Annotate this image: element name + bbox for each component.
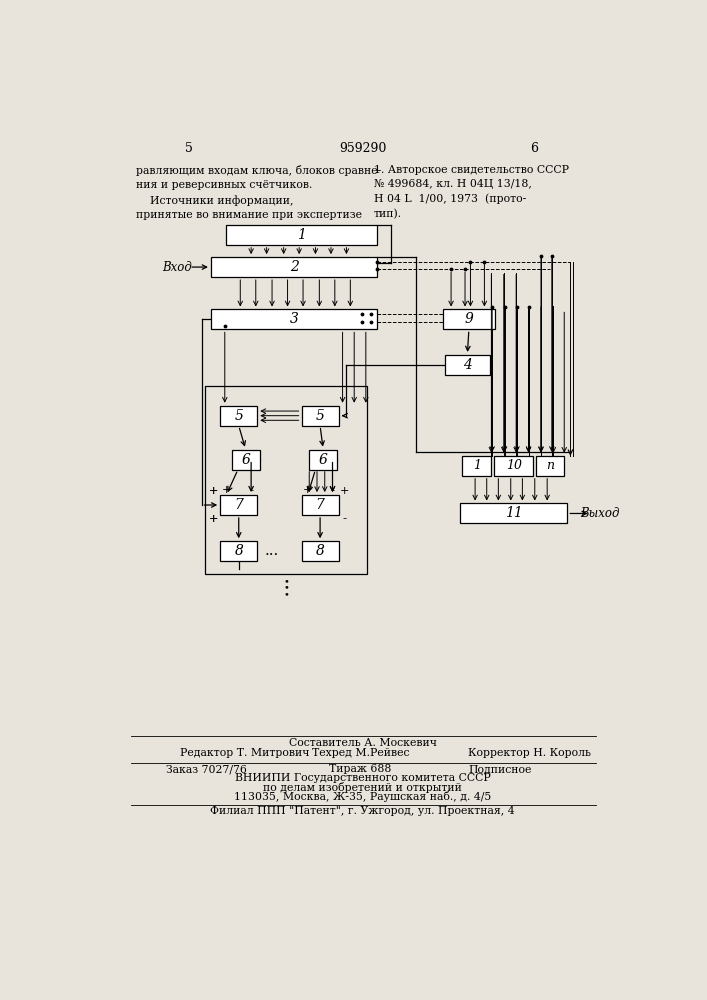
Text: ...: ... [265,544,279,558]
Text: по делам изобретений и открытий: по делам изобретений и открытий [263,782,462,793]
Bar [443,309,495,329]
Text: 959290: 959290 [339,142,387,155]
Text: +: + [209,514,218,524]
Text: Вход: Вход [163,261,192,274]
Text: 6: 6 [241,453,250,467]
Text: 5: 5 [315,409,325,423]
Text: 8: 8 [315,544,325,558]
Text: 7: 7 [315,498,325,512]
Bar [220,495,257,515]
Text: Техред М.Рейвес: Техред М.Рейвес [312,748,409,758]
Text: 5: 5 [234,409,243,423]
Text: 8: 8 [234,544,243,558]
Text: 7: 7 [234,498,243,512]
Text: Подписное: Подписное [468,764,532,774]
Text: •: • [283,590,289,599]
Text: +: + [209,514,218,524]
Text: Корректор Н. Король: Корректор Н. Король [468,748,591,758]
Bar [301,541,339,561]
Bar [494,456,533,476]
Text: 4: 4 [463,358,472,372]
Bar [204,386,368,574]
Text: Редактор Т. Митрович: Редактор Т. Митрович [180,748,310,758]
Text: равляющим входам ключа, блоков сравне-
ния и реверсивных счётчиков.
    Источник: равляющим входам ключа, блоков сравне- н… [136,165,382,220]
Text: •: • [283,584,289,593]
Text: 1: 1 [298,228,306,242]
Bar [220,541,257,561]
Bar [462,456,491,476]
Text: +: + [209,486,218,496]
Bar [232,450,259,470]
Text: •: • [283,578,289,586]
Text: -: - [249,484,253,497]
Bar [460,503,567,523]
Text: -: - [343,512,347,525]
Text: n: n [547,459,554,472]
Text: ВНИИПИ Государственного комитета СССР: ВНИИПИ Государственного комитета СССР [235,773,491,783]
Bar [301,406,339,426]
Text: 1: 1 [473,459,481,472]
Bar [537,456,564,476]
Text: 1. Авторское свидетельство СССР
№ 499684, кл. Н 04Ц 13/18,
Н 04 L  1/00, 1973  (: 1. Авторское свидетельство СССР № 499684… [373,165,568,219]
Text: +: + [221,485,231,495]
Bar [309,450,337,470]
Text: +: + [209,486,218,496]
Text: Выход: Выход [580,507,619,520]
Bar [301,495,339,515]
Text: 11: 11 [505,506,522,520]
Text: 6: 6 [530,142,538,155]
Text: 3: 3 [290,312,298,326]
Text: -: - [330,484,334,497]
Text: +: + [303,485,312,495]
Bar [445,355,490,375]
Bar [211,309,378,329]
Text: Заказ 7027/76: Заказ 7027/76 [166,764,247,774]
Text: Составитель А. Москевич: Составитель А. Москевич [288,738,437,748]
Text: 6: 6 [319,453,327,467]
Bar [211,257,378,277]
Text: 5: 5 [185,142,193,155]
Text: 113035, Москва, Ж-35, Раушская наб., д. 4/5: 113035, Москва, Ж-35, Раушская наб., д. … [234,791,491,802]
Bar [220,406,257,426]
Text: 9: 9 [464,312,474,326]
Text: Филиал ППП "Патент", г. Ужгород, ул. Проектная, 4: Филиал ППП "Патент", г. Ужгород, ул. Про… [211,806,515,816]
Text: 2: 2 [290,260,298,274]
Text: 10: 10 [506,459,522,472]
Text: Тираж 688: Тираж 688 [329,764,391,774]
Text: +: + [340,486,349,496]
Bar [226,225,378,245]
